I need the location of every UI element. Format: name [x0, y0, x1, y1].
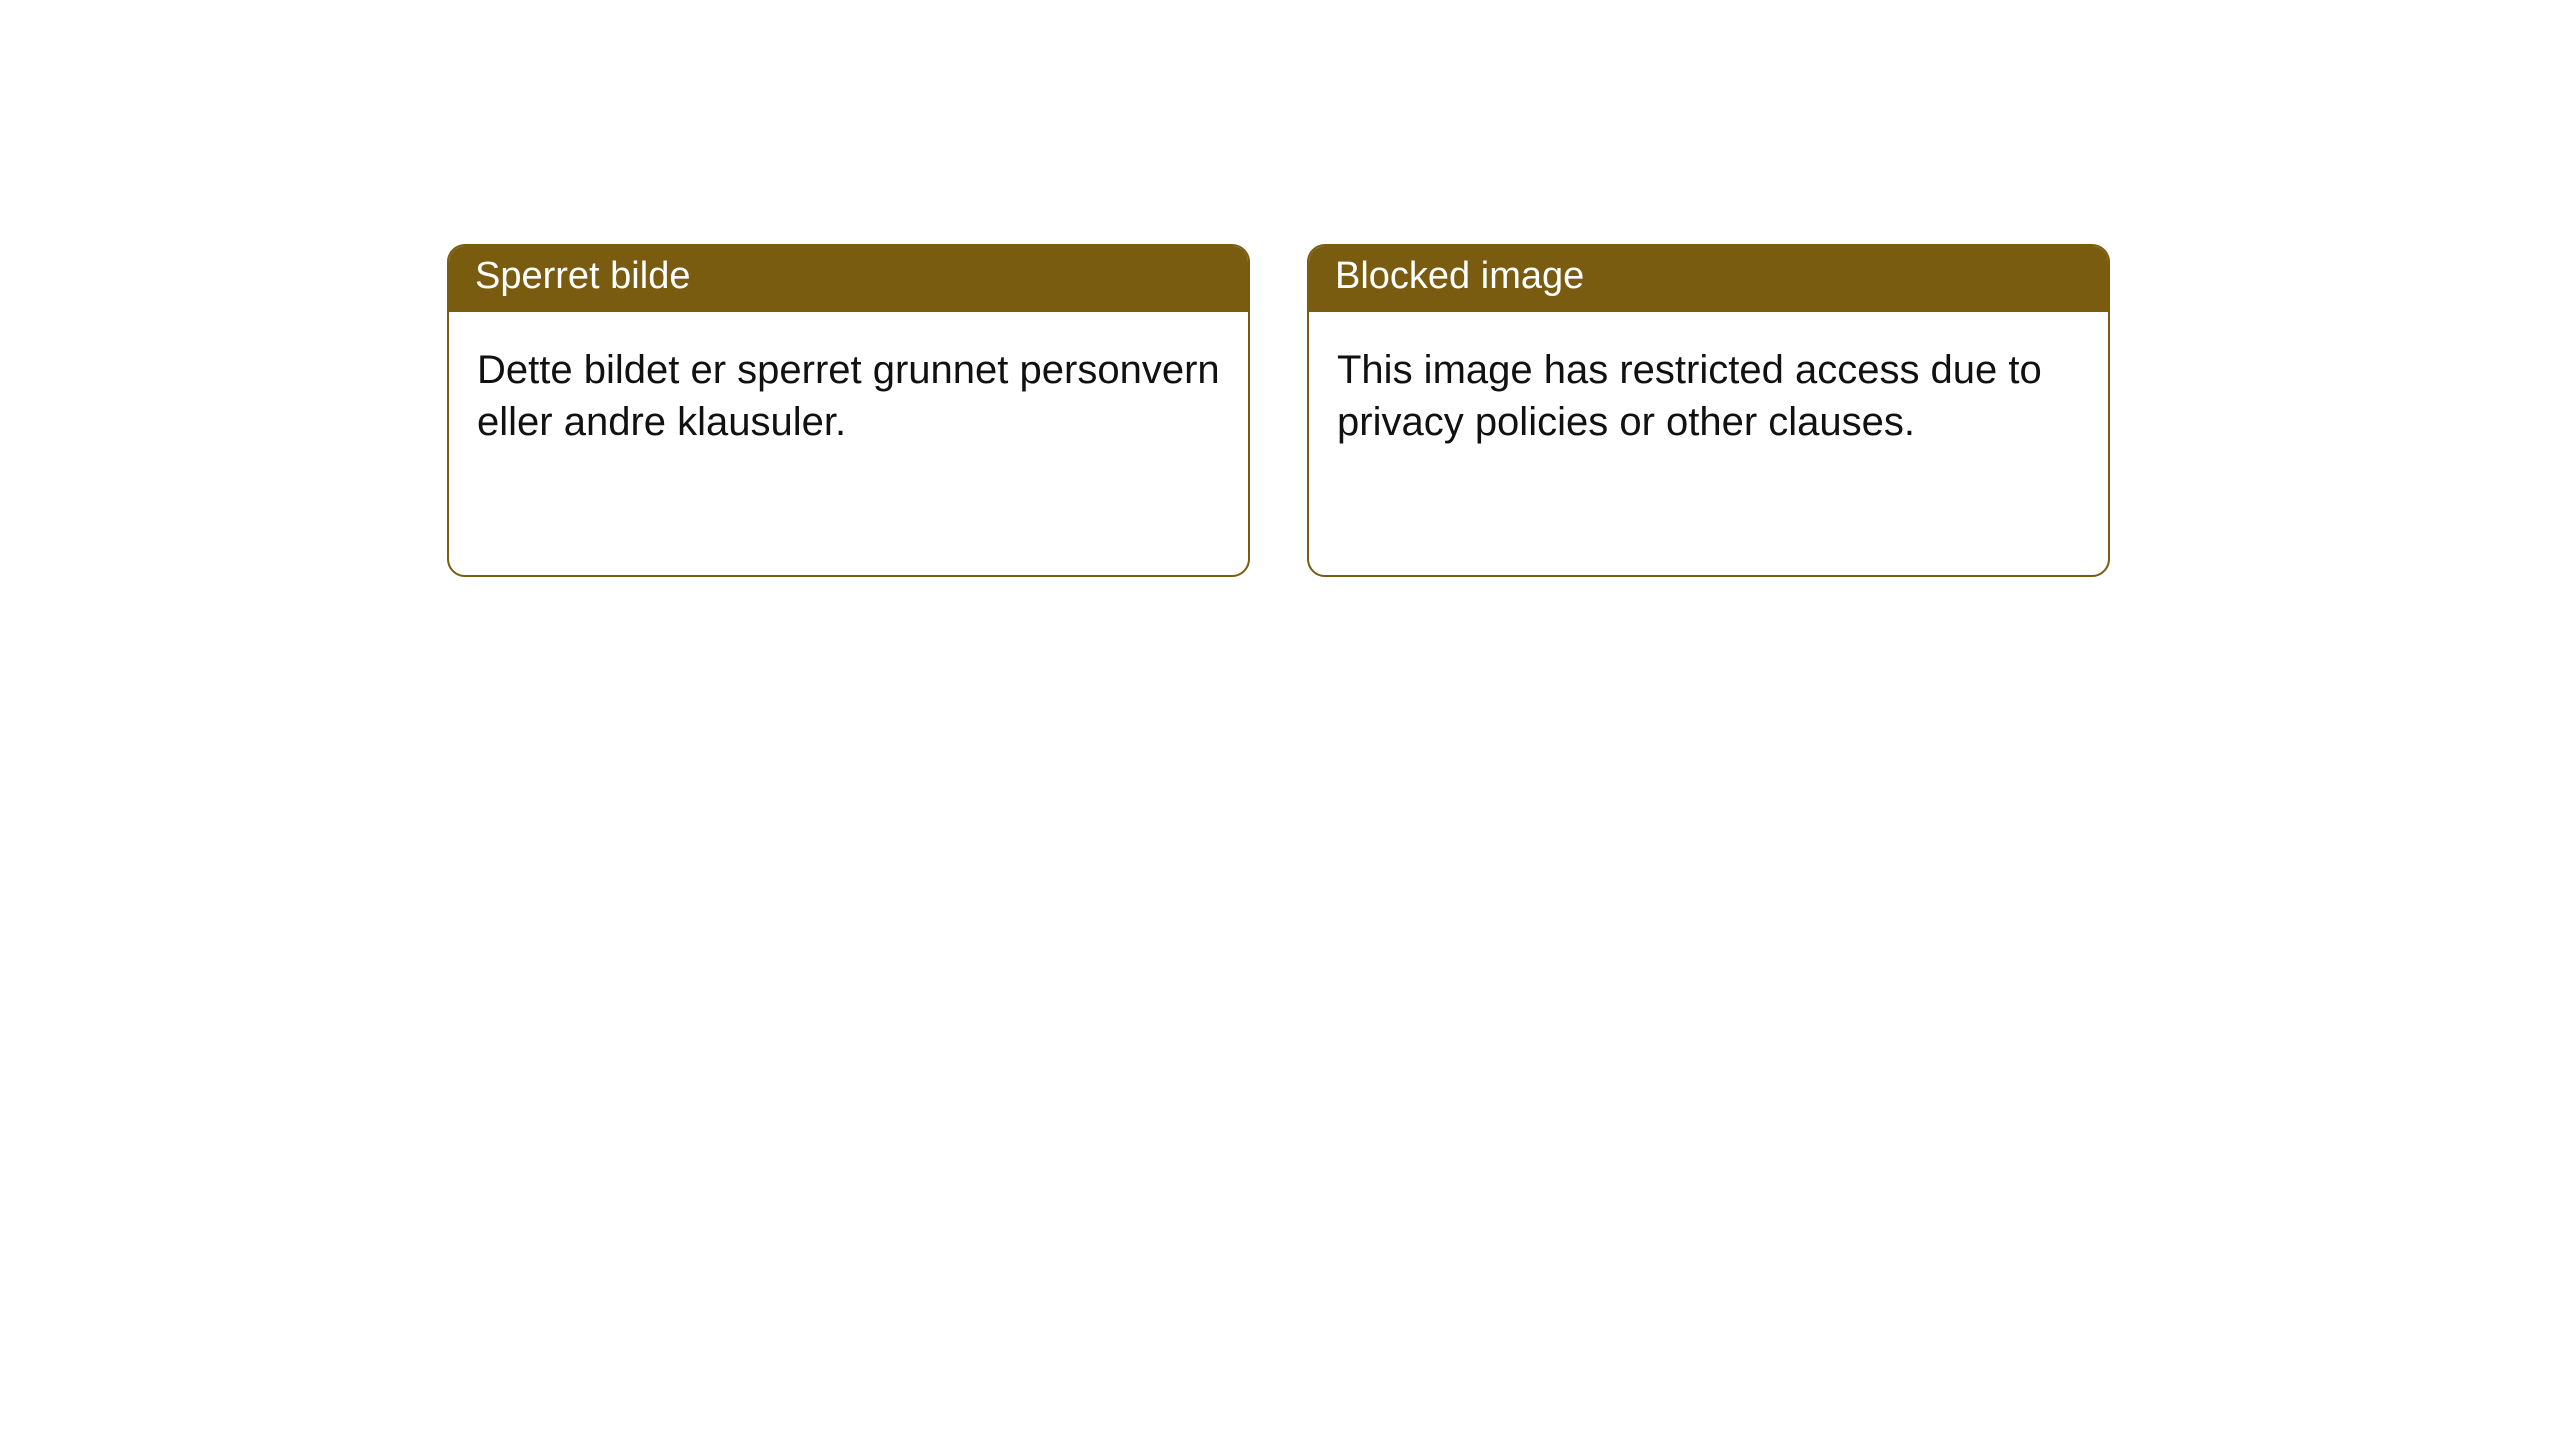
notice-card-norwegian: Sperret bilde Dette bildet er sperret gr…: [447, 244, 1250, 577]
notice-body-english: This image has restricted access due to …: [1309, 312, 2108, 480]
notice-title-norwegian: Sperret bilde: [449, 246, 1248, 312]
notice-container: Sperret bilde Dette bildet er sperret gr…: [447, 244, 2110, 577]
notice-body-norwegian: Dette bildet er sperret grunnet personve…: [449, 312, 1248, 480]
notice-card-english: Blocked image This image has restricted …: [1307, 244, 2110, 577]
notice-title-english: Blocked image: [1309, 246, 2108, 312]
